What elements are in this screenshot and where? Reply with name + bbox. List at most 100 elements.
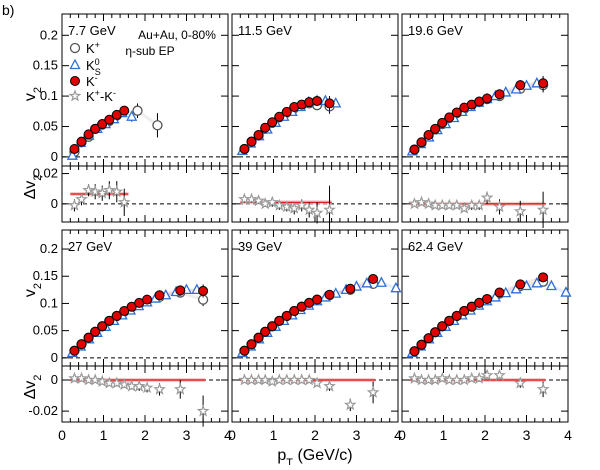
diff-point <box>117 195 131 208</box>
diff-point <box>110 376 124 389</box>
kminus-point <box>274 111 285 122</box>
panel-3-top-ytick-label: 0.2 <box>40 241 58 256</box>
diff-point <box>480 368 494 381</box>
kminus-point <box>90 326 101 337</box>
diff-point <box>302 373 316 386</box>
diff-point <box>252 194 265 207</box>
diff-point <box>366 385 380 398</box>
kminus-point <box>246 339 257 350</box>
kminus-point <box>198 285 209 296</box>
diff-point <box>287 201 301 214</box>
x-tick-label: 0 <box>228 427 236 443</box>
diff-point <box>258 373 272 386</box>
energy-label: 19.6 GeV <box>408 23 463 38</box>
kminus-point <box>83 332 94 343</box>
x-tick-label: 1 <box>270 427 278 443</box>
panel-3-top-ytick-label: 0.1 <box>40 295 58 310</box>
diff-point <box>153 382 166 395</box>
diff-point <box>196 404 210 417</box>
kminus-point <box>104 315 115 326</box>
legend-label: K+ <box>86 40 100 56</box>
kminus-point <box>104 114 115 125</box>
kminus-point <box>97 321 108 332</box>
k0s-point <box>375 276 387 287</box>
kminus-point <box>119 306 130 317</box>
diff-point <box>75 371 88 384</box>
kminus-point <box>324 98 335 109</box>
diff-point <box>110 185 124 198</box>
dv2-axis-label-top: Δv2 <box>22 175 44 200</box>
diff-point <box>280 200 294 213</box>
diff-point <box>88 184 102 198</box>
diff-point <box>103 183 116 196</box>
legend-marker-k0s <box>69 58 81 70</box>
diff-point <box>245 192 258 205</box>
figure-label: b) <box>2 2 14 18</box>
diff-point <box>450 198 464 211</box>
k0s-point <box>531 276 543 288</box>
kminus-point <box>260 326 271 337</box>
kminus-point <box>90 123 101 134</box>
v2-axis-label-top: v2 <box>22 87 44 101</box>
legend-label: K+-K- <box>86 88 116 104</box>
diff-point <box>117 378 131 391</box>
legend: K+K0 SK-K+-K- <box>68 40 116 104</box>
panel-0-bot-ytick-label: 0.02 <box>33 166 58 181</box>
x-tick-label: 2 <box>311 427 319 443</box>
diff-point <box>513 204 527 217</box>
kminus-point <box>409 346 420 357</box>
diff-point <box>457 373 471 386</box>
panel-0-top-ytick-label: 0.05 <box>33 118 58 133</box>
kminus-point <box>538 272 549 283</box>
kplus-point <box>152 120 163 131</box>
x-tick-label: 3 <box>353 427 361 443</box>
k0s-point <box>560 286 572 297</box>
kminus-point <box>515 279 526 290</box>
kminus-point <box>281 106 292 117</box>
diff-point <box>88 373 102 386</box>
x-tick-label: 0 <box>398 427 406 443</box>
x-tick-label: 3 <box>523 427 531 443</box>
kminus-point <box>474 297 485 308</box>
kminus-point <box>459 306 470 317</box>
diff-point <box>536 203 550 216</box>
diff-point <box>513 376 527 389</box>
kminus-point <box>515 80 526 91</box>
diff-point <box>295 198 309 211</box>
diff-point <box>472 371 486 384</box>
energy-label: 7.7 GeV <box>68 23 116 38</box>
kminus-point <box>246 136 257 147</box>
kminus-point <box>368 273 379 284</box>
kminus-point <box>444 315 455 326</box>
diff-point <box>132 379 146 392</box>
kminus-point <box>430 123 441 134</box>
diff-point <box>323 203 336 216</box>
kminus-point <box>324 289 335 300</box>
kminus-point <box>119 105 130 116</box>
legend-marker-kminus <box>70 76 80 86</box>
diff-point <box>265 195 279 208</box>
k0s-point <box>390 281 402 293</box>
panel-3-bot-ytick-label: 0 <box>51 372 58 387</box>
kminus-point <box>111 109 122 120</box>
kminus-point <box>239 345 250 356</box>
kminus-point <box>451 107 462 118</box>
kminus-point <box>416 137 427 148</box>
kminus-point <box>538 78 549 89</box>
kminus-point <box>409 144 420 155</box>
diff-point <box>272 198 286 211</box>
kminus-point <box>345 283 356 294</box>
panel-3-top-ytick-label: 0 <box>51 350 58 365</box>
x-tick-label: 0 <box>58 427 66 443</box>
kminus-point <box>281 310 292 321</box>
kminus-point <box>76 136 87 147</box>
diff-point <box>95 186 109 199</box>
kminus-point <box>267 117 278 128</box>
x-tick-label: 1 <box>100 427 108 443</box>
diff-point <box>140 381 154 394</box>
x-tick-label: 4 <box>224 427 232 443</box>
diff-point <box>415 195 428 208</box>
kminus-point <box>69 143 80 154</box>
